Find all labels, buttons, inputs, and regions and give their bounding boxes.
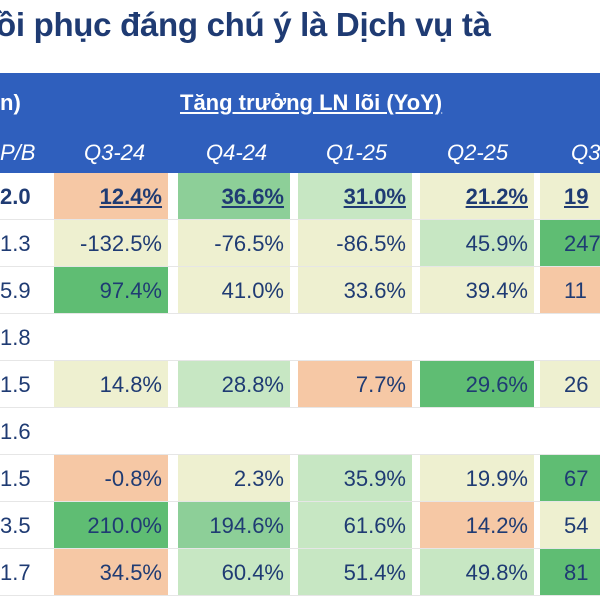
growth-cell: 11 bbox=[540, 267, 600, 314]
page-title: ồi phục đáng chú ý là Dịch vụ tà bbox=[0, 6, 491, 43]
growth-cell bbox=[420, 408, 534, 455]
table-row: 1.6 bbox=[0, 408, 600, 455]
growth-title: Tăng trưởng LN lõi (YoY) bbox=[180, 90, 443, 115]
growth-cell: -0.8% bbox=[54, 455, 168, 502]
pb-value: 1.8 bbox=[0, 325, 31, 350]
growth-cell: 31.0% bbox=[298, 173, 412, 220]
growth-cell: 61.6% bbox=[298, 502, 412, 549]
row-divider bbox=[0, 454, 600, 455]
growth-cell: -132.5% bbox=[54, 220, 168, 267]
pb-value: 2.0 bbox=[0, 184, 31, 209]
quarter-header: Q4-24 bbox=[206, 140, 268, 165]
table-header bbox=[0, 73, 600, 173]
growth-cell bbox=[178, 314, 290, 361]
growth-cell: 33.6% bbox=[298, 267, 412, 314]
pb-header: P/B bbox=[0, 140, 36, 165]
growth-cell: 194.6% bbox=[178, 502, 290, 549]
growth-cell: -76.5% bbox=[178, 220, 290, 267]
growth-cell: 2.3% bbox=[178, 455, 290, 502]
growth-cell: 54 bbox=[540, 502, 600, 549]
pb-value: 1.5 bbox=[0, 372, 31, 397]
growth-cell: 26 bbox=[540, 361, 600, 408]
table-row: 2.0 12.4% 36.6% 31.0% 21.2% 19 bbox=[0, 173, 600, 220]
growth-cell: 12.4% bbox=[54, 173, 168, 220]
table-row: 1.5 -0.8% 2.3% 35.9% 19.9% 67 bbox=[0, 455, 600, 502]
pb-value: 3.5 bbox=[0, 513, 31, 538]
table-row: 1.5 14.8% 28.8% 7.7% 29.6% 26 bbox=[0, 361, 600, 408]
row-divider bbox=[0, 219, 600, 220]
table-row: 1.3 -132.5% -76.5% -86.5% 45.9% 247 bbox=[0, 220, 600, 267]
growth-cell bbox=[178, 408, 290, 455]
quarter-header: Q3 bbox=[571, 140, 600, 165]
growth-cell: 36.6% bbox=[178, 173, 290, 220]
row-divider bbox=[0, 407, 600, 408]
growth-cell bbox=[298, 408, 412, 455]
growth-cell: 81 bbox=[540, 549, 600, 596]
unit-label: n) bbox=[0, 90, 21, 115]
row-divider bbox=[0, 266, 600, 267]
growth-cell bbox=[54, 314, 168, 361]
growth-cell: 19 bbox=[540, 173, 600, 220]
growth-cell: 14.8% bbox=[54, 361, 168, 408]
growth-cell: -86.5% bbox=[298, 220, 412, 267]
growth-cell: 19.9% bbox=[420, 455, 534, 502]
quarter-header: Q1-25 bbox=[326, 140, 388, 165]
growth-cell: 28.8% bbox=[178, 361, 290, 408]
pb-value: 5.9 bbox=[0, 278, 31, 303]
growth-cell: 21.2% bbox=[420, 173, 534, 220]
growth-cell bbox=[298, 314, 412, 361]
table-row: 3.5 210.0% 194.6% 61.6% 14.2% 54 bbox=[0, 502, 600, 549]
growth-cell: 210.0% bbox=[54, 502, 168, 549]
growth-cell: 29.6% bbox=[420, 361, 534, 408]
pb-value: 1.7 bbox=[0, 560, 31, 585]
pb-value: 1.5 bbox=[0, 466, 31, 491]
growth-cell: 247 bbox=[540, 220, 600, 267]
growth-cell bbox=[54, 408, 168, 455]
pb-value: 1.3 bbox=[0, 231, 31, 256]
growth-cell: 67 bbox=[540, 455, 600, 502]
growth-cell: 41.0% bbox=[178, 267, 290, 314]
growth-cell: 34.5% bbox=[54, 549, 168, 596]
growth-cell: 35.9% bbox=[298, 455, 412, 502]
growth-cell bbox=[420, 314, 534, 361]
row-divider bbox=[0, 313, 600, 314]
growth-cell: 97.4% bbox=[54, 267, 168, 314]
table-row: 1.8 bbox=[0, 314, 600, 361]
pb-value: 1.6 bbox=[0, 419, 31, 444]
quarter-header: Q2-25 bbox=[447, 140, 509, 165]
growth-cell: 60.4% bbox=[178, 549, 290, 596]
row-divider bbox=[0, 360, 600, 361]
growth-cell bbox=[540, 408, 600, 455]
row-divider bbox=[0, 548, 600, 549]
row-divider bbox=[0, 595, 600, 596]
table-row: 1.7 34.5% 60.4% 51.4% 49.8% 81 bbox=[0, 549, 600, 596]
growth-cell: 45.9% bbox=[420, 220, 534, 267]
row-divider bbox=[0, 501, 600, 502]
growth-cell bbox=[540, 314, 600, 361]
quarter-header: Q3-24 bbox=[84, 140, 146, 165]
table-row: 5.9 97.4% 41.0% 33.6% 39.4% 11 bbox=[0, 267, 600, 314]
growth-cell: 49.8% bbox=[420, 549, 534, 596]
growth-cell: 39.4% bbox=[420, 267, 534, 314]
growth-cell: 51.4% bbox=[298, 549, 412, 596]
growth-cell: 7.7% bbox=[298, 361, 412, 408]
growth-cell: 14.2% bbox=[420, 502, 534, 549]
